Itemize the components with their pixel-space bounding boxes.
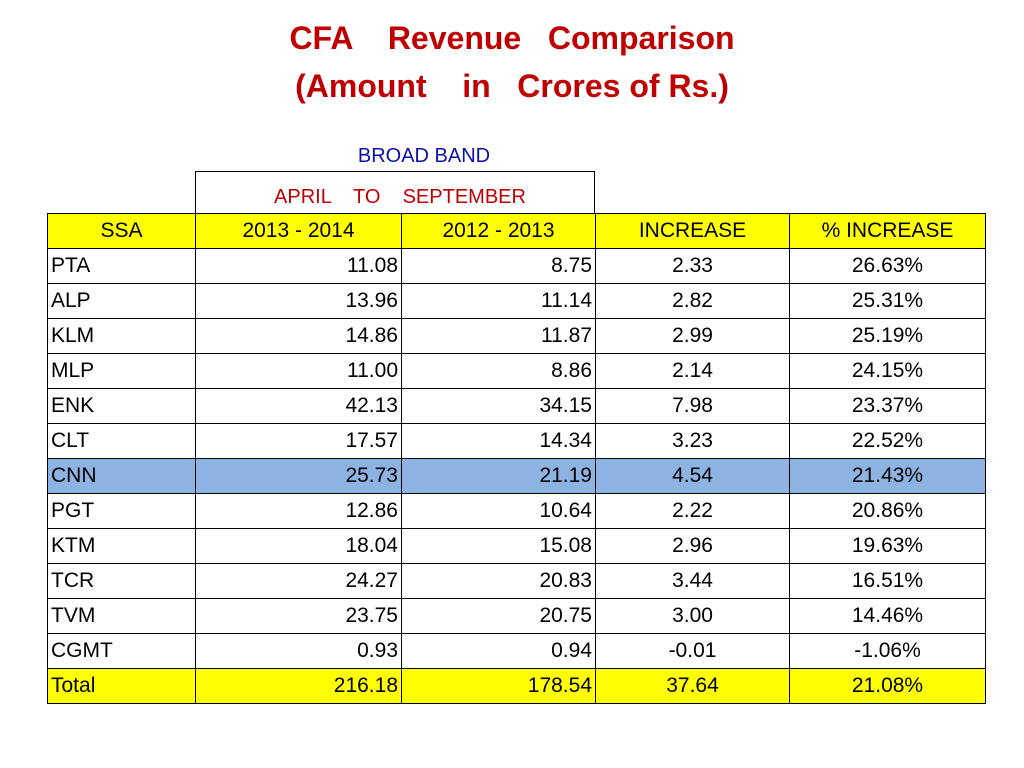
table-row: CGMT 0.93 0.94 -0.01 -1.06% <box>47 633 986 669</box>
total-pct-increase-cell: 21.08% <box>789 668 986 704</box>
value-2013-2014-cell: 18.04 <box>195 528 402 564</box>
increase-cell: 3.44 <box>595 563 790 599</box>
increase-cell: 2.22 <box>595 493 790 529</box>
increase-cell: 4.54 <box>595 458 790 494</box>
pct-increase-cell: 25.19% <box>789 318 986 354</box>
total-value-2013-2014-cell: 216.18 <box>195 668 402 704</box>
table-row: CNN 25.73 21.19 4.54 21.43% <box>47 458 986 494</box>
table-row: PGT 12.86 10.64 2.22 20.86% <box>47 493 986 529</box>
table-header-row: SSA 2013 - 2014 2012 - 2013 INCREASE % I… <box>47 213 986 249</box>
total-increase-cell: 37.64 <box>595 668 790 704</box>
col-header-ssa: SSA <box>47 213 196 249</box>
value-2013-2014-cell: 17.57 <box>195 423 402 459</box>
value-2013-2014-cell: 14.86 <box>195 318 402 354</box>
period-label: APRIL TO SEPTEMBER <box>274 186 526 208</box>
value-2013-2014-cell: 12.86 <box>195 493 402 529</box>
table-row: KLM 14.86 11.87 2.99 25.19% <box>47 318 986 354</box>
value-2012-2013-cell: 20.83 <box>401 563 596 599</box>
table-row: ENK 42.13 34.15 7.98 23.37% <box>47 388 986 424</box>
increase-cell: 2.99 <box>595 318 790 354</box>
section-label: BROAD BAND <box>357 145 491 167</box>
ssa-cell: TCR <box>47 563 196 599</box>
value-2013-2014-cell: 11.00 <box>195 353 402 389</box>
table-row: TCR 24.27 20.83 3.44 16.51% <box>47 563 986 599</box>
value-2012-2013-cell: 11.87 <box>401 318 596 354</box>
value-2012-2013-cell: 34.15 <box>401 388 596 424</box>
value-2012-2013-cell: 10.64 <box>401 493 596 529</box>
value-2012-2013-cell: 14.34 <box>401 423 596 459</box>
table-row: CLT 17.57 14.34 3.23 22.52% <box>47 423 986 459</box>
value-2012-2013-cell: 8.86 <box>401 353 596 389</box>
increase-cell: -0.01 <box>595 633 790 669</box>
table-row: ALP 13.96 11.14 2.82 25.31% <box>47 283 986 319</box>
pct-increase-cell: 20.86% <box>789 493 986 529</box>
value-2013-2014-cell: 0.93 <box>195 633 402 669</box>
value-2012-2013-cell: 20.75 <box>401 598 596 634</box>
pct-increase-cell: 21.43% <box>789 458 986 494</box>
pct-increase-cell: 23.37% <box>789 388 986 424</box>
increase-cell: 2.14 <box>595 353 790 389</box>
ssa-cell: ALP <box>47 283 196 319</box>
ssa-cell: PGT <box>47 493 196 529</box>
table-body: PTA 11.08 8.75 2.33 26.63% ALP 13.96 11.14 2.82 2… <box>47 248 986 704</box>
table-row: KTM 18.04 15.08 2.96 19.63% <box>47 528 986 564</box>
pct-increase-cell: 26.63% <box>789 248 986 284</box>
ssa-cell: MLP <box>47 353 196 389</box>
ssa-cell: KLM <box>47 318 196 354</box>
table-total-row: Total 216.18 178.54 37.64 21.08% <box>47 668 986 704</box>
ssa-cell: CNN <box>47 458 196 494</box>
value-2012-2013-cell: 15.08 <box>401 528 596 564</box>
ssa-cell: ENK <box>47 388 196 424</box>
value-2012-2013-cell: 8.75 <box>401 248 596 284</box>
table-row: TVM 23.75 20.75 3.00 14.46% <box>47 598 986 634</box>
value-2012-2013-cell: 21.19 <box>401 458 596 494</box>
value-2013-2014-cell: 42.13 <box>195 388 402 424</box>
pct-increase-cell: 14.46% <box>789 598 986 634</box>
total-ssa-cell: Total <box>47 668 196 704</box>
value-2012-2013-cell: 11.14 <box>401 283 596 319</box>
pct-increase-cell: 19.63% <box>789 528 986 564</box>
value-2013-2014-cell: 24.27 <box>195 563 402 599</box>
table-row: MLP 11.00 8.86 2.14 24.15% <box>47 353 986 389</box>
increase-cell: 2.33 <box>595 248 790 284</box>
value-2013-2014-cell: 11.08 <box>195 248 402 284</box>
period-header: APRIL TO SEPTEMBER <box>195 171 595 213</box>
col-header-2012-2013: 2012 - 2013 <box>401 213 596 249</box>
pct-increase-cell: -1.06% <box>789 633 986 669</box>
page-title: CFA Revenue Comparison <box>289 20 735 56</box>
ssa-cell: PTA <box>47 248 196 284</box>
value-2012-2013-cell: 0.94 <box>401 633 596 669</box>
pct-increase-cell: 25.31% <box>789 283 986 319</box>
increase-cell: 2.96 <box>595 528 790 564</box>
table-row: PTA 11.08 8.75 2.33 26.63% <box>47 248 986 284</box>
total-value-2012-2013-cell: 178.54 <box>401 668 596 704</box>
pct-increase-cell: 16.51% <box>789 563 986 599</box>
value-2013-2014-cell: 23.75 <box>195 598 402 634</box>
page-subtitle: (Amount in Crores of Rs.) <box>295 68 729 104</box>
col-header-2013-2014: 2013 - 2014 <box>195 213 402 249</box>
ssa-cell: CGMT <box>47 633 196 669</box>
ssa-cell: TVM <box>47 598 196 634</box>
value-2013-2014-cell: 13.96 <box>195 283 402 319</box>
increase-cell: 7.98 <box>595 388 790 424</box>
col-header-increase: INCREASE <box>595 213 790 249</box>
col-header-pct-increase: % INCREASE <box>789 213 986 249</box>
revenue-table: SSA 2013 - 2014 2012 - 2013 INCREASE % I… <box>47 213 986 704</box>
ssa-cell: KTM <box>47 528 196 564</box>
increase-cell: 3.23 <box>595 423 790 459</box>
pct-increase-cell: 22.52% <box>789 423 986 459</box>
ssa-cell: CLT <box>47 423 196 459</box>
increase-cell: 2.82 <box>595 283 790 319</box>
increase-cell: 3.00 <box>595 598 790 634</box>
value-2013-2014-cell: 25.73 <box>195 458 402 494</box>
pct-increase-cell: 24.15% <box>789 353 986 389</box>
